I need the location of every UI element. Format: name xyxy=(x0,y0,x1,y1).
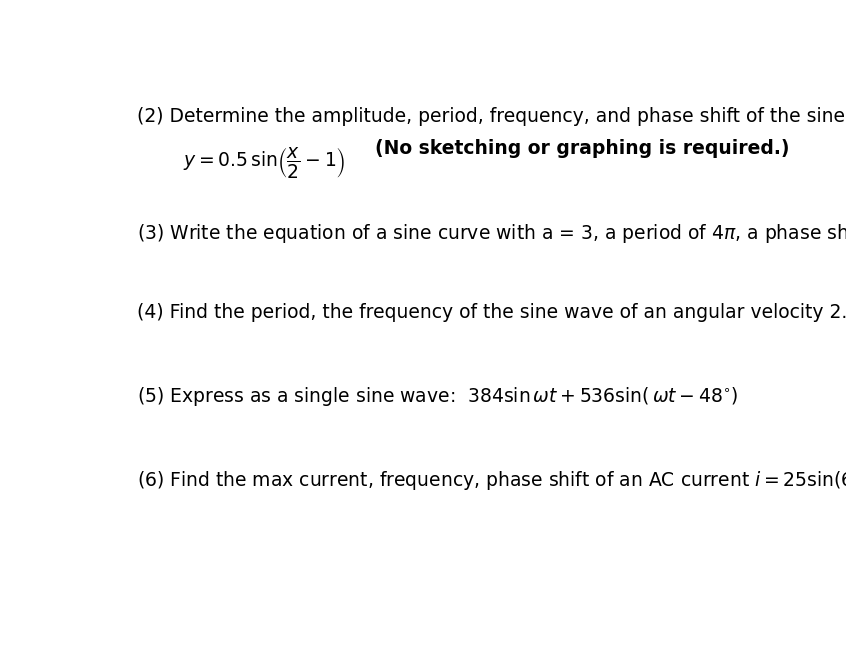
Text: (3) Write the equation of a sine curve with a = 3, a period of $4\pi$, a phase s: (3) Write the equation of a sine curve w… xyxy=(137,222,846,245)
Text: (No sketching or graphing is required.): (No sketching or graphing is required.) xyxy=(375,139,789,159)
Text: (6) Find the max current, frequency, phase shift of an AC current $i = 25\sin(63: (6) Find the max current, frequency, pha… xyxy=(137,469,846,492)
Text: (2) Determine the amplitude, period, frequency, and phase shift of the sine curv: (2) Determine the amplitude, period, fre… xyxy=(137,107,846,126)
Text: $y = 0.5\,\sin\!\left(\dfrac{x}{2} - 1\right)$: $y = 0.5\,\sin\!\left(\dfrac{x}{2} - 1\r… xyxy=(183,145,346,180)
Text: (5) Express as a single sine wave:  $384\sin\omega t + 536\sin(\,\omega t - 48^{: (5) Express as a single sine wave: $384\… xyxy=(137,385,739,408)
Text: (4) Find the period, the frequency of the sine wave of an angular velocity 2.58 : (4) Find the period, the frequency of th… xyxy=(137,303,846,323)
